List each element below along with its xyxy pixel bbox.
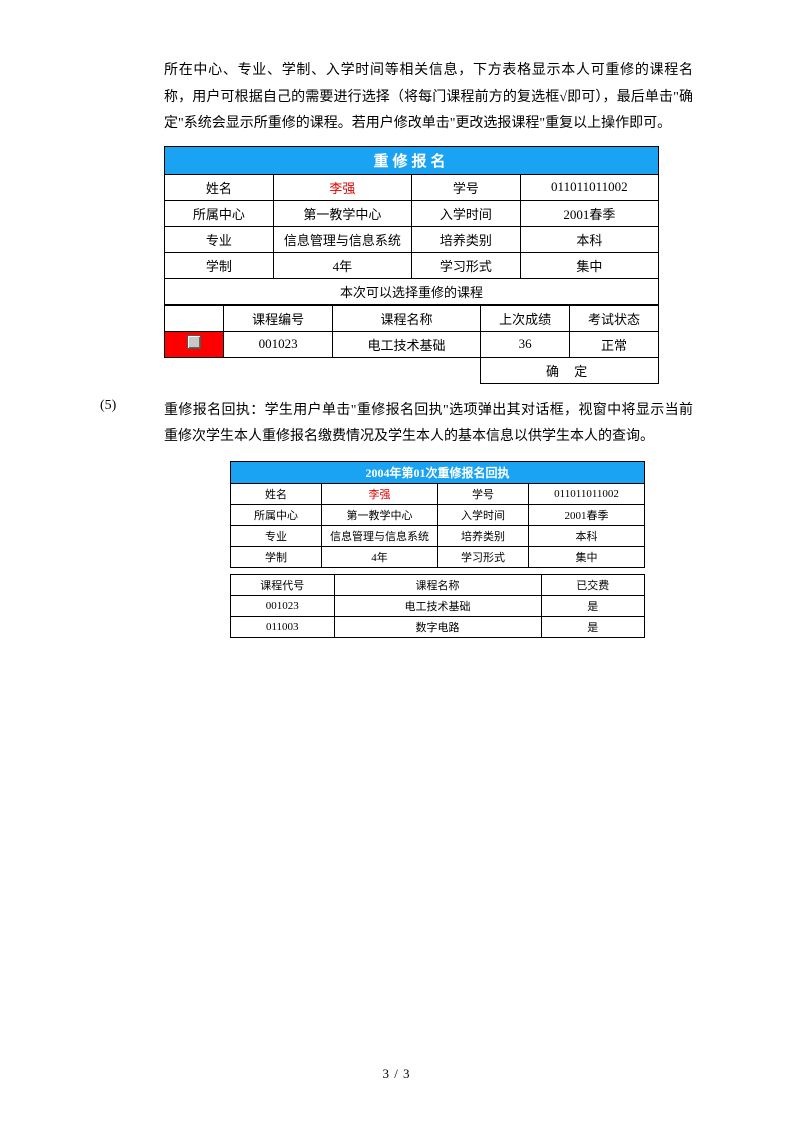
t2-r1c2: 入学时间 (437, 504, 528, 525)
t2-r1c3: 2001春季 (529, 504, 645, 525)
checkbox-icon[interactable] (187, 335, 201, 349)
t2-r0c2: 学号 (437, 483, 528, 504)
paragraph-1: 所在中心、专业、学制、入学时间等相关信息，下方表格显示本人可重修的课程名称，用户… (100, 58, 693, 138)
t2-sr1-2: 是 (541, 616, 645, 637)
t1-r2c1: 信息管理与信息系统 (273, 226, 411, 252)
t1-r3c2: 学习形式 (411, 252, 520, 278)
t1-r3c0: 学制 (165, 252, 274, 278)
t1-sr1: 001023 (224, 331, 333, 357)
confirm-button[interactable]: 确 定 (481, 357, 659, 383)
t1-r1c0: 所属中心 (165, 200, 274, 226)
retake-course-table: 课程编号 课程名称 上次成绩 考试状态 001023 电工技术基础 36 正常 … (164, 305, 659, 384)
t1-r0c1: 李强 (273, 174, 411, 200)
t1-sr4: 正常 (570, 331, 659, 357)
table2-wrap: 2004年第01次重修报名回执 姓名 李强 学号 011011011002 所属… (230, 461, 693, 638)
t1-r0c0: 姓名 (165, 174, 274, 200)
page-footer: 3 / 3 (0, 1066, 793, 1082)
t2-sr0-1: 电工技术基础 (334, 595, 541, 616)
t2-sr1-1: 数字电路 (334, 616, 541, 637)
t2-sr1-0: 011003 (231, 616, 335, 637)
t1-sh2: 课程名称 (332, 305, 480, 331)
t1-sh4: 考试状态 (570, 305, 659, 331)
t1-sh3: 上次成绩 (481, 305, 570, 331)
section-5-text: 重修报名回执：学生用户单击"重修报名回执"选项弹出其对话框，视窗中将显示当前重修… (164, 398, 693, 451)
t1-subtitle: 本次可以选择重修的课程 (165, 278, 659, 304)
t1-r3c3: 集中 (520, 252, 658, 278)
t2-sh0: 课程代号 (231, 574, 335, 595)
t2-r0c1: 李强 (322, 483, 438, 504)
t2-r0c3: 011011011002 (529, 483, 645, 504)
t2-r3c3: 集中 (529, 546, 645, 567)
t1-r1c2: 入学时间 (411, 200, 520, 226)
t1-r3c1: 4年 (273, 252, 411, 278)
t1-r1c3: 2001春季 (520, 200, 658, 226)
t2-r2c2: 培养类别 (437, 525, 528, 546)
t2-r2c1: 信息管理与信息系统 (322, 525, 438, 546)
section-5-num: (5) (100, 398, 164, 414)
table1-wrap: 重修报名 姓名 李强 学号 011011011002 所属中心 第一教学中心 入… (164, 146, 693, 384)
t1-r0c2: 学号 (411, 174, 520, 200)
t2-r2c0: 专业 (231, 525, 322, 546)
t1-sr2: 电工技术基础 (332, 331, 480, 357)
t2-r3c1: 4年 (322, 546, 438, 567)
t2-r1c1: 第一教学中心 (322, 504, 438, 525)
t2-sh2: 已交费 (541, 574, 645, 595)
t2-r3c2: 学习形式 (437, 546, 528, 567)
t2-title: 2004年第01次重修报名回执 (231, 461, 645, 483)
t2-sh1: 课程名称 (334, 574, 541, 595)
t2-r2c3: 本科 (529, 525, 645, 546)
t1-sh1: 课程编号 (224, 305, 333, 331)
t2-r3c0: 学制 (231, 546, 322, 567)
t1-r2c3: 本科 (520, 226, 658, 252)
section-5: (5) 重修报名回执：学生用户单击"重修报名回执"选项弹出其对话框，视窗中将显示… (100, 398, 693, 451)
t1-r2c0: 专业 (165, 226, 274, 252)
t2-sr0-2: 是 (541, 595, 645, 616)
t2-r1c0: 所属中心 (231, 504, 322, 525)
t1-r1c1: 第一教学中心 (273, 200, 411, 226)
t1-title: 重修报名 (165, 146, 659, 174)
course-checkbox-cell[interactable] (165, 331, 224, 357)
receipt-course-table: 课程代号 课程名称 已交费 001023 电工技术基础 是 011003 数字电… (230, 574, 645, 638)
t1-r2c2: 培养类别 (411, 226, 520, 252)
t2-sr0-0: 001023 (231, 595, 335, 616)
t1-sr3: 36 (481, 331, 570, 357)
receipt-table: 2004年第01次重修报名回执 姓名 李强 学号 011011011002 所属… (230, 461, 645, 568)
retake-signup-table: 重修报名 姓名 李强 学号 011011011002 所属中心 第一教学中心 入… (164, 146, 659, 305)
t1-sh0 (165, 305, 224, 331)
t2-r0c0: 姓名 (231, 483, 322, 504)
t1-r0c3: 011011011002 (520, 174, 658, 200)
